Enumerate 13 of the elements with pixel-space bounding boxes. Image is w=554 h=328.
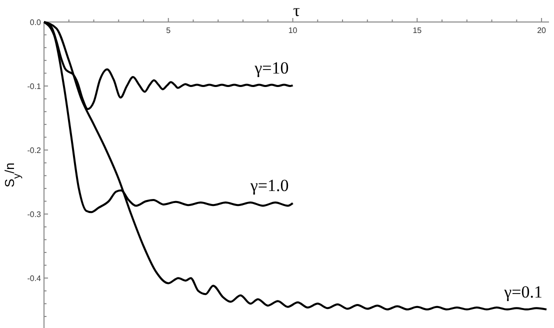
x-tick-label: 5 — [166, 26, 172, 35]
series-label: γ=10 — [254, 58, 289, 78]
series-label: γ=0.1 — [503, 282, 543, 302]
series-label: γ=1.0 — [249, 176, 289, 196]
y-tick-label: -0.4 — [27, 274, 42, 284]
x-tick-label: 20 — [537, 26, 547, 35]
x-tick-label: 10 — [288, 26, 298, 35]
y-tick-label: -0.2 — [27, 146, 42, 156]
y-tick-label: -0.1 — [27, 82, 42, 92]
y-tick-label: -0.3 — [27, 210, 42, 220]
x-axis-title: τ — [293, 1, 300, 20]
y-tick-label: 0.0 — [30, 18, 42, 27]
x-tick-label: 15 — [412, 26, 422, 35]
